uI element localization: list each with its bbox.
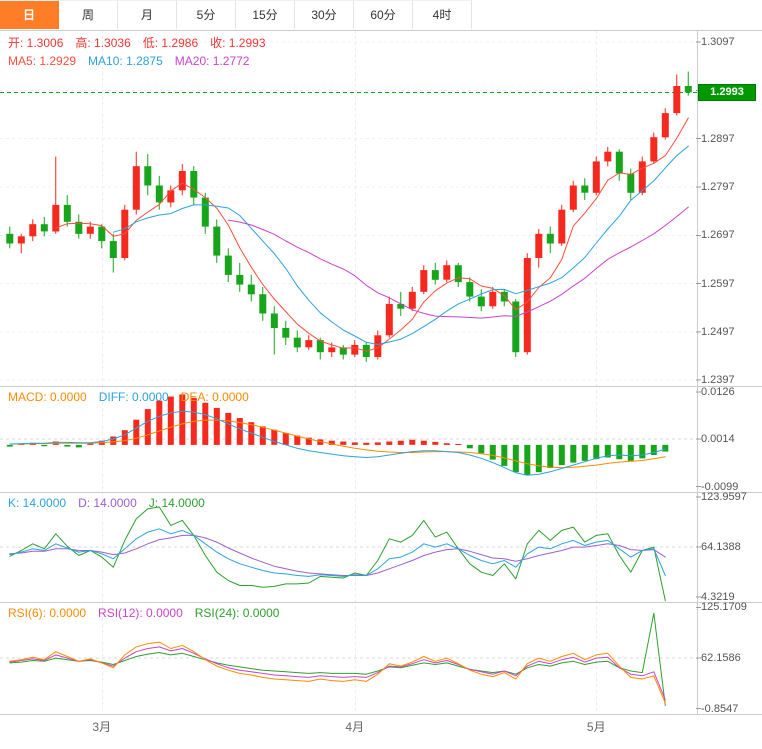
tab-15min[interactable]: 15分 (236, 0, 295, 29)
y-axis-label: 4.3219 (701, 590, 735, 603)
y-axis-label: 1.2697 (701, 229, 735, 242)
y-axis-label: -0.0099 (701, 480, 739, 493)
ma-lines (55, 117, 689, 352)
rsi-series (9, 612, 666, 706)
x-axis-label: 3月 (92, 720, 112, 734)
tab-4hour[interactable]: 4时 (413, 0, 472, 29)
legend-item: MACD: 0.0000 (8, 390, 87, 404)
legend-item: D: 14.0000 (78, 496, 137, 510)
tab-weekly[interactable]: 周 (59, 0, 118, 29)
tab-60min[interactable]: 60分 (354, 0, 413, 29)
y-axis-label: 1.2397 (701, 374, 735, 387)
legend-item: J: 14.0000 (148, 496, 205, 510)
macd-legend: MACD: 0.0000 DIFF: 0.0000 DEA: 0.0000 (8, 390, 261, 404)
legend-item: MA5: 1.2929 (8, 54, 77, 68)
kdj-series (9, 506, 666, 602)
y-axis-label: 1.2897 (701, 132, 735, 145)
tab-daily[interactable]: 日 (0, 0, 59, 29)
legend-item: MA10: 1.2875 (88, 54, 163, 68)
ohlc-legend: 开: 1.3006 高: 1.3036 低: 1.2986 收: 1.2993 (8, 36, 278, 50)
rsi-legend: RSI(6): 0.0000 RSI(12): 0.0000 RSI(24): 0.… (8, 606, 291, 620)
period-toolbar: 日周月 5分 15分 30分 60分 4时 (0, 0, 762, 30)
legend-item: 收: 1.2993 (210, 36, 266, 50)
legend-item: MA20: 1.2772 (174, 54, 250, 68)
macd-series (6, 394, 669, 476)
y-axis-label: 64.1388 (701, 541, 741, 553)
ma-legend: MA5: 1.2929 MA10: 1.2875 MA20: 1.2772 (8, 54, 261, 68)
y-axis-label: 0.0014 (701, 433, 735, 445)
legend-item: RSI(6): 0.0000 (8, 606, 87, 620)
legend-item: 高: 1.3036 (75, 36, 131, 50)
x-axis-label: 4月 (345, 720, 365, 734)
x-axis-label: 5月 (586, 720, 606, 734)
panel-borders (0, 30, 762, 715)
tab-30min[interactable]: 30分 (295, 0, 354, 29)
y-axis-label: 123.9597 (701, 491, 747, 504)
legend-item: RSI(12): 0.0000 (98, 606, 183, 620)
candlestick-series (6, 71, 692, 362)
current-price-badge: 1.2993 (698, 84, 756, 102)
y-axis-label: -0.8547 (701, 702, 739, 715)
axis-ticks (696, 41, 701, 710)
y-axis-label: 1.3097 (701, 36, 735, 49)
y-axis-label: 125.1709 (701, 601, 747, 614)
legend-item: DEA: 0.0000 (180, 390, 249, 404)
tab-5min[interactable]: 5分 (177, 0, 236, 29)
y-axis-label: 1.2797 (701, 180, 735, 193)
y-axis-label: 0.0126 (701, 385, 735, 398)
tab-monthly[interactable]: 月 (118, 0, 177, 29)
legend-item: 开: 1.3006 (8, 36, 64, 50)
legend-item: 低: 1.2986 (142, 36, 199, 50)
kdj-legend: K: 14.0000 D: 14.0000 J: 14.0000 (8, 496, 217, 510)
y-axis-label: 1.2597 (701, 277, 735, 290)
y-axis-label: 1.2497 (701, 325, 735, 338)
legend-item: DIFF: 0.0000 (98, 390, 169, 404)
legend-item: K: 14.0000 (8, 496, 67, 510)
legend-item: RSI(24): 0.0000 (194, 606, 280, 620)
y-axis-label: 62.1586 (701, 652, 741, 664)
